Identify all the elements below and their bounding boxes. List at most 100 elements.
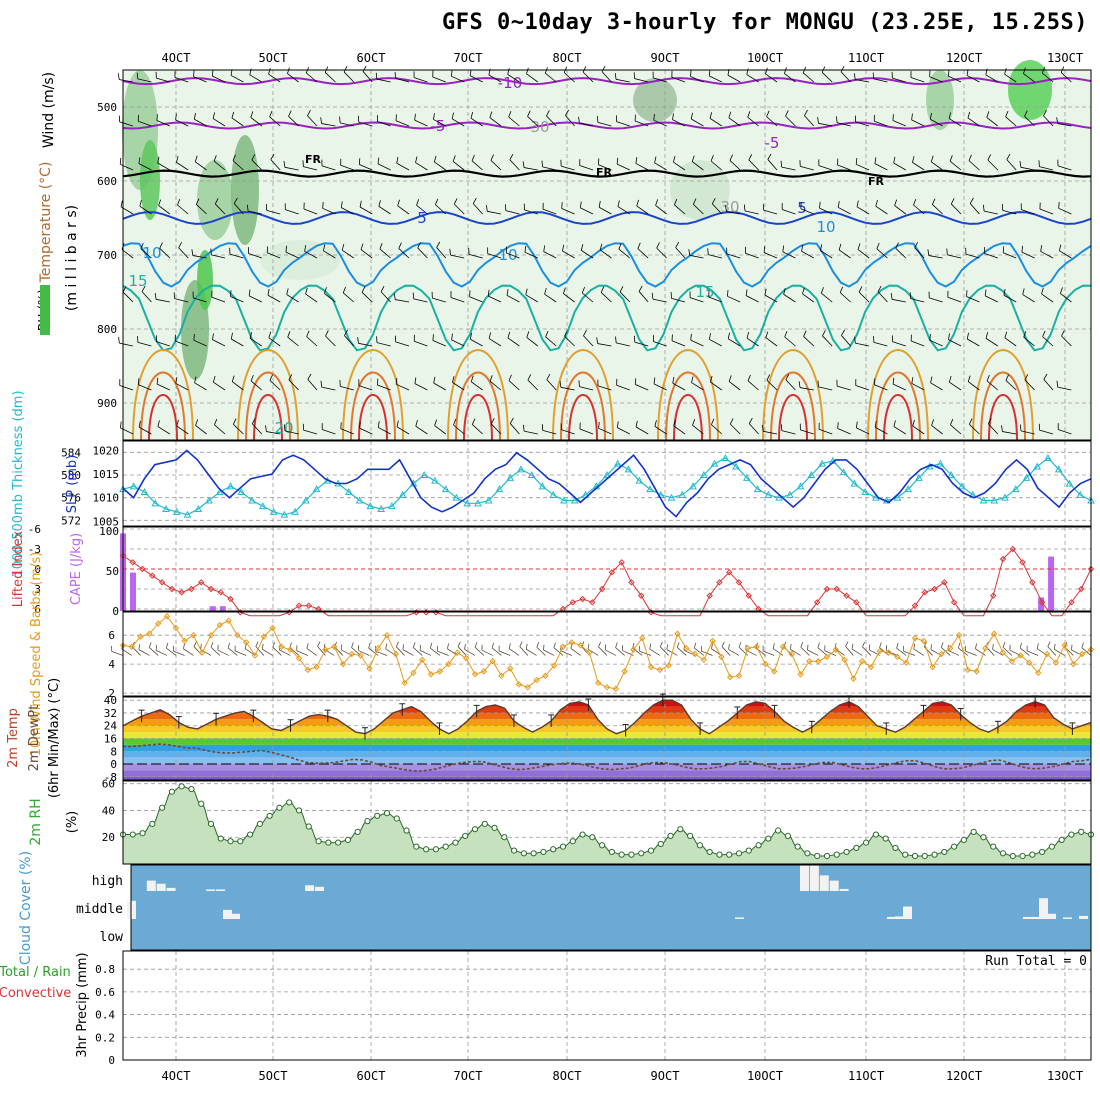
surface-wind-barb [1047, 641, 1057, 656]
rh-point [599, 842, 606, 849]
cape-bar [129, 572, 136, 611]
barb-shaft [765, 73, 778, 83]
wind-barb-upper [231, 375, 244, 391]
barb-feather [546, 110, 550, 117]
wind-barb-upper [987, 418, 999, 435]
wind-speed-point [471, 671, 479, 678]
barb-feather [255, 641, 259, 647]
barb-feather [378, 200, 381, 207]
lifted-index-point [217, 589, 224, 596]
wind-tick-label: 4 [108, 658, 115, 671]
lifted-index-point [305, 602, 312, 609]
wind-barb-upper [688, 249, 704, 259]
wind-barb-upper [544, 287, 557, 303]
barb-feather [634, 378, 637, 385]
barb-shaft [415, 162, 428, 171]
warm-temperature-contour [972, 349, 1034, 441]
barb-shaft [138, 120, 152, 127]
barb-shaft [488, 338, 502, 347]
barb-feather [270, 153, 275, 160]
wind-barb-upper [432, 334, 446, 347]
wind-barb-upper [913, 198, 925, 215]
barb-feather [120, 200, 123, 207]
thickness-point [205, 496, 213, 504]
barb-feather [984, 247, 986, 254]
thickness-point [527, 470, 536, 478]
temp-band [123, 732, 1091, 739]
barb-shaft [267, 294, 281, 303]
barb-shaft [894, 205, 907, 215]
barb-shaft [619, 291, 631, 303]
wind-barb-upper [929, 333, 943, 347]
barb-shaft [464, 649, 476, 656]
barb-feather [837, 158, 839, 166]
barb-feather [183, 643, 185, 649]
wind-barb-upper [527, 110, 539, 127]
barb-shaft [341, 249, 355, 259]
lifted-index-point [227, 595, 234, 603]
barb-feather [119, 379, 121, 386]
wind-barb-upper [948, 333, 962, 347]
barb-shaft [856, 163, 870, 171]
barb-feather [1059, 244, 1062, 251]
barb-feather [251, 154, 256, 161]
wind-barb-upper [322, 201, 336, 215]
barb-shaft [929, 297, 943, 303]
barb-feather [784, 330, 788, 338]
barb-feather [334, 641, 338, 648]
barb-shaft [949, 381, 962, 391]
barb-feather [725, 205, 727, 212]
barb-feather [709, 375, 713, 383]
barb-feather [912, 419, 915, 427]
barb-shaft [914, 247, 925, 259]
rh-point [462, 832, 469, 839]
wind-barb-upper [1042, 330, 1054, 347]
wind-barb-upper [395, 114, 410, 127]
barb-shaft [375, 650, 388, 656]
barb-shaft [231, 381, 244, 391]
barb-feather [320, 117, 323, 124]
barb-shaft [176, 162, 189, 171]
warm-temperature-contour [253, 394, 283, 441]
barb-feather [249, 332, 253, 339]
barb-shaft [560, 650, 572, 656]
barb-shaft [824, 650, 836, 656]
wind-barb-upper [414, 377, 428, 391]
wind-barb-upper [652, 71, 667, 83]
barb-feather [601, 65, 606, 72]
rh-point [735, 850, 743, 857]
wind-speed-point [427, 671, 435, 678]
barb-feather [711, 643, 713, 649]
barb-shaft [508, 116, 520, 127]
barb-shaft [272, 646, 282, 656]
barb-shaft [368, 647, 379, 656]
wind-speed-point [198, 649, 206, 656]
cloud-bar-middle [887, 916, 896, 919]
barb-shaft [472, 424, 483, 435]
wind-barb-upper [853, 73, 870, 83]
barb-feather [232, 154, 236, 161]
barb-shaft [545, 336, 557, 347]
barb-shaft [1023, 336, 1035, 347]
barb-feather [321, 159, 323, 166]
surface-wind-barb [436, 645, 449, 656]
barb-feather [800, 641, 804, 648]
barb-feather [481, 644, 483, 651]
li-tick-label: -6 [28, 523, 41, 536]
barb-shaft [818, 122, 833, 127]
date-tick-bottom: 4OCT [162, 1069, 191, 1083]
temp-tick-label: 40 [104, 694, 117, 707]
barb-shaft [1059, 250, 1072, 259]
li-tick-label: 3 [34, 583, 41, 596]
barb-feather [745, 289, 748, 296]
wind-barb-upper [618, 243, 631, 259]
barb-feather [711, 418, 715, 425]
barb-feather [1056, 117, 1059, 124]
barb-shaft [763, 430, 778, 435]
barb-shaft [175, 119, 189, 127]
wind-barb-upper [119, 115, 134, 127]
thickness-point [721, 453, 730, 461]
barb-shaft [874, 426, 888, 435]
wind-barb-upper [911, 377, 925, 391]
barb-shaft [212, 75, 226, 83]
